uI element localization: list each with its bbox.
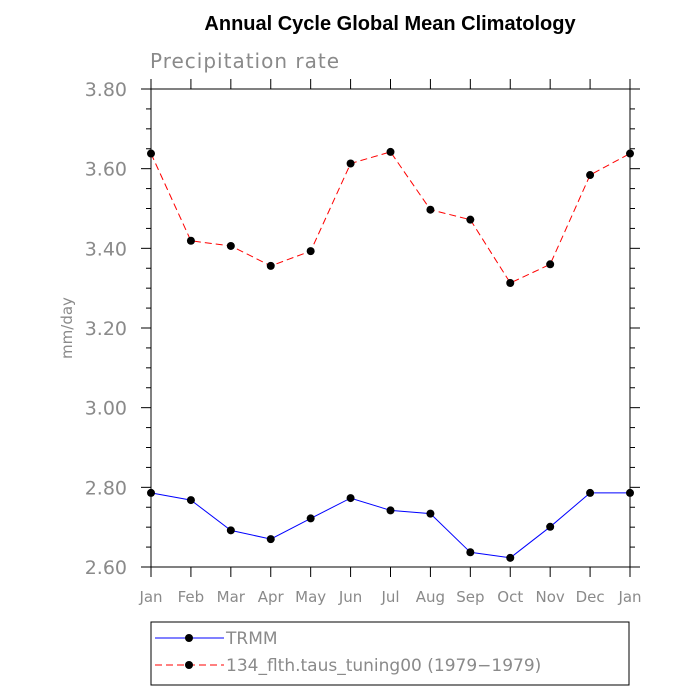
series-0-point [266, 535, 275, 544]
series-1-point [386, 147, 395, 156]
x-tick-label: Jan [138, 588, 162, 606]
series-0-point [186, 496, 195, 505]
legend-frame [150, 621, 630, 686]
series-0-point [386, 506, 395, 515]
series-0-point [506, 553, 515, 562]
series-1-point [266, 261, 275, 270]
series-0-point [546, 522, 555, 531]
x-tick-label: Oct [497, 588, 523, 606]
chart-title: Annual Cycle Global Mean Climatology [204, 13, 576, 35]
series-1-point [546, 260, 555, 269]
plot-frame [150, 88, 631, 568]
series-1-point [626, 149, 634, 158]
x-tick-label: Feb [178, 588, 205, 606]
series-0-point [466, 548, 475, 557]
series-layer [147, 147, 634, 562]
series-0-point [346, 494, 355, 503]
series-line-0 [150, 492, 630, 559]
series-1-point [346, 159, 355, 168]
x-tick-labels: Jan Feb Mar Apr May Jun Jul Aug Sep Oct Nov Dec Jan [138, 588, 641, 606]
series-1-point [226, 241, 235, 250]
y-tick-label: 3.00 [85, 398, 127, 420]
x-tick-label: Aug [416, 588, 445, 606]
x-tick-label: Sep [456, 588, 484, 606]
x-tick-label: Jul [380, 588, 399, 606]
series-0-point [147, 488, 155, 497]
series-1-point [506, 278, 515, 287]
axis-ticks [141, 79, 640, 577]
x-tick-label: Dec [576, 588, 605, 606]
x-tick-label: Mar [217, 588, 246, 606]
series-1-point [426, 205, 435, 214]
legend-label-trmm: TRMM [225, 629, 278, 649]
x-tick-label: Jun [338, 588, 362, 606]
y-tick-label: 2.80 [85, 477, 127, 499]
x-tick-label: Nov [536, 588, 565, 606]
series-0-point [306, 514, 315, 523]
y-tick-label: 3.40 [85, 238, 127, 260]
x-tick-label: May [295, 588, 326, 606]
series-1-point [466, 215, 475, 224]
y-tick-label: 3.80 [85, 79, 127, 101]
legend-label-model: 134_flth.taus_tuning00 (1979−1979) [226, 656, 541, 676]
series-1-point [147, 149, 155, 158]
legend: TRMM 134_flth.taus_tuning00 (1979−1979) [150, 621, 630, 686]
series-1-point [586, 171, 595, 180]
y-tick-labels: 2.60 2.80 3.00 3.20 3.40 3.60 3.80 [85, 79, 127, 579]
series-0-point [226, 526, 235, 535]
series-0-point [626, 488, 634, 497]
series-1-point [306, 247, 315, 256]
x-tick-label: Jan [617, 588, 641, 606]
y-tick-label: 2.60 [85, 557, 127, 579]
series-0-point [426, 509, 435, 518]
legend-marker-model [185, 661, 193, 669]
y-tick-label: 3.20 [85, 318, 127, 340]
series-line-1 [150, 151, 631, 284]
chart-subtitle: Precipitation rate [150, 49, 340, 73]
y-tick-label: 3.60 [85, 159, 127, 181]
series-1-point [186, 236, 195, 245]
series-0-point [586, 488, 595, 497]
y-axis-label: mm/day [58, 297, 76, 359]
x-tick-label: Apr [258, 588, 285, 606]
legend-marker-trmm [185, 634, 193, 642]
